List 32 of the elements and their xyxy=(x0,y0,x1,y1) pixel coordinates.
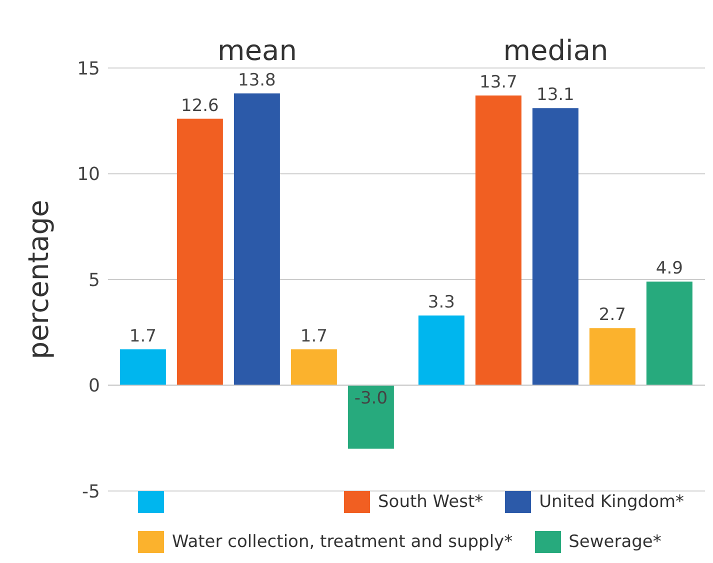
y-tick-label: 5 xyxy=(88,270,100,291)
bar xyxy=(290,349,337,386)
data-label: 13.1 xyxy=(536,85,574,106)
y-axis-title: percentage xyxy=(22,200,55,360)
y-tick-label: -5 xyxy=(82,481,100,502)
data-label: -3.0 xyxy=(354,388,388,408)
x-tick-label: mean xyxy=(218,34,297,67)
legend-label: South West* xyxy=(378,492,484,512)
y-tick-label: 0 xyxy=(88,376,100,397)
bar xyxy=(418,315,464,386)
bar xyxy=(120,349,166,386)
y-tick-label: 10 xyxy=(77,164,100,186)
x-tick-label: median xyxy=(503,34,608,67)
bar xyxy=(234,93,280,386)
data-label: 1.7 xyxy=(300,326,328,346)
data-label: 12.6 xyxy=(181,96,219,116)
bar xyxy=(348,385,394,449)
data-label: 4.9 xyxy=(656,258,683,279)
bar xyxy=(475,95,522,386)
bar xyxy=(176,118,223,386)
bar xyxy=(646,282,692,386)
data-label: 13.7 xyxy=(480,72,518,92)
data-label: 13.8 xyxy=(238,70,276,90)
bar xyxy=(532,108,578,386)
bar xyxy=(589,328,636,386)
legend-label: Sewerage* xyxy=(568,532,662,552)
legend-label: United Kingdom* xyxy=(539,492,684,512)
legend-label: Water collection, treatment and supply* xyxy=(172,532,513,552)
y-tick-label: 15 xyxy=(77,58,100,80)
data-label: 2.7 xyxy=(598,305,626,326)
data-label: 3.3 xyxy=(428,292,455,312)
data-label: 1.7 xyxy=(129,326,156,346)
